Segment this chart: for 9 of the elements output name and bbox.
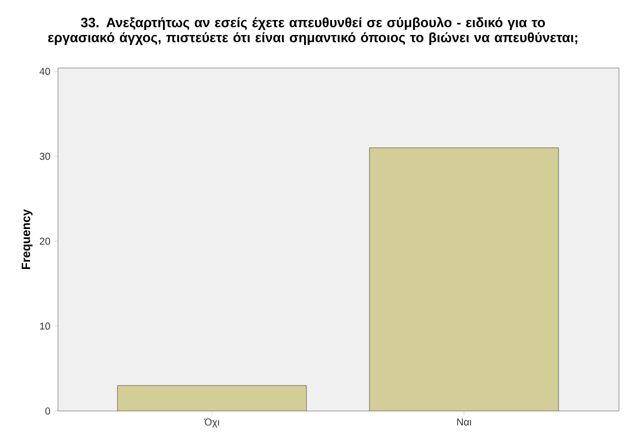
chart-title: 33. Ανεξαρτήτως αν εσείς έχετε απευθυνθεί σε σύμβουλο - ειδικό για το εργασιακό άγχος, πιστεύετε ότι είναι σημαντικό όποιος το βιώνει να απευθύνεται; (48, 17, 578, 45)
x-tick-label: Όχι (204, 418, 220, 428)
y-tick-label: 30 (40, 152, 50, 160)
x-tick-label: Ναι (457, 418, 472, 426)
y-tick-label: 0 (45, 407, 50, 415)
y-tick-label: 20 (40, 238, 50, 245)
y-tick-label: 40 (40, 68, 50, 75)
y-tick-label: 10 (40, 322, 50, 330)
y-axis-title: Frequency (22, 209, 33, 270)
